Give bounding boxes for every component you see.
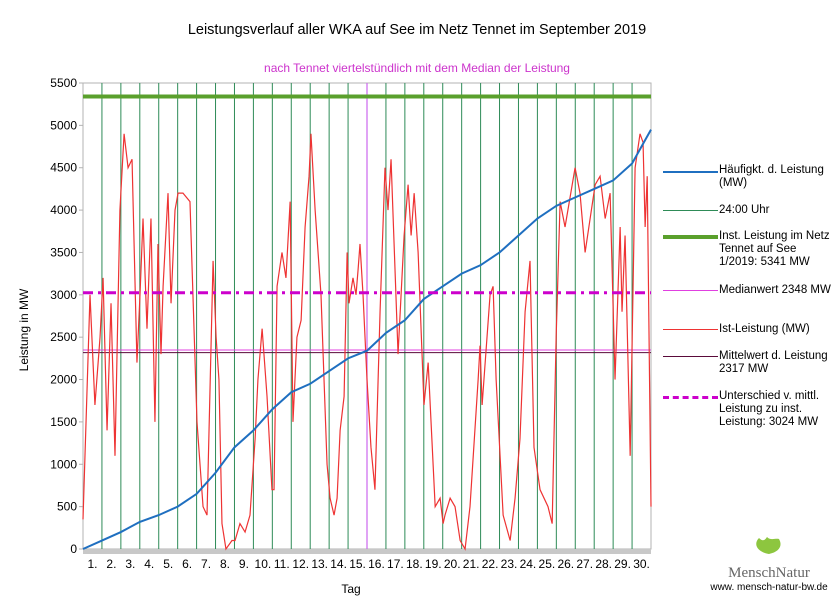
y-tick-label: 5500	[50, 76, 77, 90]
legend-swatch-day	[663, 210, 718, 211]
x-tick-label: 17.	[387, 557, 404, 571]
legend-mean: Mittelwert d. Leistung 2317 MW	[719, 350, 828, 375]
x-tick-label: 1.	[87, 557, 97, 571]
x-tick-label: 27.	[576, 557, 593, 571]
legend-actual: Ist-Leistung (MW)	[719, 323, 810, 335]
y-tick-label: 4000	[50, 203, 77, 217]
x-axis-tick-band	[83, 549, 651, 554]
x-tick-label: 19.	[425, 557, 442, 571]
x-tick-label: 23.	[501, 557, 518, 571]
x-tick-label: 25.	[539, 557, 556, 571]
x-tick-label: 12.	[292, 557, 309, 571]
x-tick-label: 10.	[255, 557, 272, 571]
legend-freq: Häufigkt. d. Leistung (MW)	[719, 164, 824, 189]
legend-median: Medianwert 2348 MW	[719, 284, 831, 296]
y-tick-label: 5000	[50, 118, 77, 132]
actual-power-line	[82, 133, 652, 551]
x-tick-label: 6.	[182, 557, 192, 571]
x-tick-label: 7.	[201, 557, 211, 571]
legend-day: 24:00 Uhr	[719, 204, 770, 216]
mensch-natur-logo: MenschNatur www. mensch-natur-bw.de	[706, 536, 832, 593]
x-tick-label: 29.	[614, 557, 631, 571]
legend-installed: Inst. Leistung im Netz Tennet auf See 1/…	[719, 230, 830, 268]
x-tick-label: 5.	[163, 557, 173, 571]
x-tick-label: 21.	[463, 557, 480, 571]
logo-url: www. mensch-natur-bw.de	[710, 582, 828, 593]
y-tick-label: 3500	[50, 245, 77, 259]
x-tick-label: 8.	[220, 557, 230, 571]
legend-diff: Unterschied v. mittl. Leistung zu inst. …	[719, 390, 820, 428]
x-tick-label: 30.	[633, 557, 650, 571]
x-tick-label: 28.	[595, 557, 612, 571]
y-tick-label: 3000	[50, 288, 77, 302]
y-tick-label: 1500	[50, 415, 77, 429]
x-tick-label: 15.	[349, 557, 366, 571]
legend-swatch-median	[663, 290, 718, 291]
x-tick-label: 16.	[368, 557, 385, 571]
y-tick-label: 2500	[50, 330, 77, 344]
frequency-curve	[82, 129, 652, 550]
x-tick-label: 18.	[406, 557, 423, 571]
y-axis-label: Leistung in MW	[17, 288, 31, 371]
legend-swatch-diff	[663, 396, 718, 399]
x-tick-label: 26.	[557, 557, 574, 571]
x-tick-label: 22.	[482, 557, 499, 571]
logo-name: MenschNatur	[728, 565, 810, 581]
y-tick-label: 0	[70, 542, 77, 556]
x-tick-label: 11.	[274, 557, 290, 571]
x-tick-label: 4.	[144, 557, 154, 571]
x-tick-label: 3.	[125, 557, 135, 571]
x-axis-label: Tag	[341, 582, 360, 596]
x-tick-label: 2.	[106, 557, 116, 571]
x-tick-label: 9.	[239, 557, 249, 571]
x-tick-label: 24.	[520, 557, 537, 571]
legend-swatch-actual	[663, 329, 718, 330]
legend-swatch-mean	[663, 356, 718, 357]
x-tick-label: 20.	[444, 557, 461, 571]
chart-title: Leistungsverlauf aller WKA auf See im Ne…	[188, 22, 646, 38]
y-tick-label: 1000	[50, 457, 77, 471]
legend-swatch-installed	[663, 235, 718, 239]
y-tick-label: 500	[57, 500, 77, 514]
legend-swatch-freq	[663, 171, 718, 173]
x-tick-label: 13.	[311, 557, 328, 571]
y-tick-label: 4500	[50, 161, 77, 175]
x-tick-label: 14.	[330, 557, 347, 571]
chart-subtitle: nach Tennet viertelstündlich mit dem Med…	[264, 61, 570, 75]
y-tick-label: 2000	[50, 373, 77, 387]
ginkgo-leaf-icon	[756, 537, 781, 563]
